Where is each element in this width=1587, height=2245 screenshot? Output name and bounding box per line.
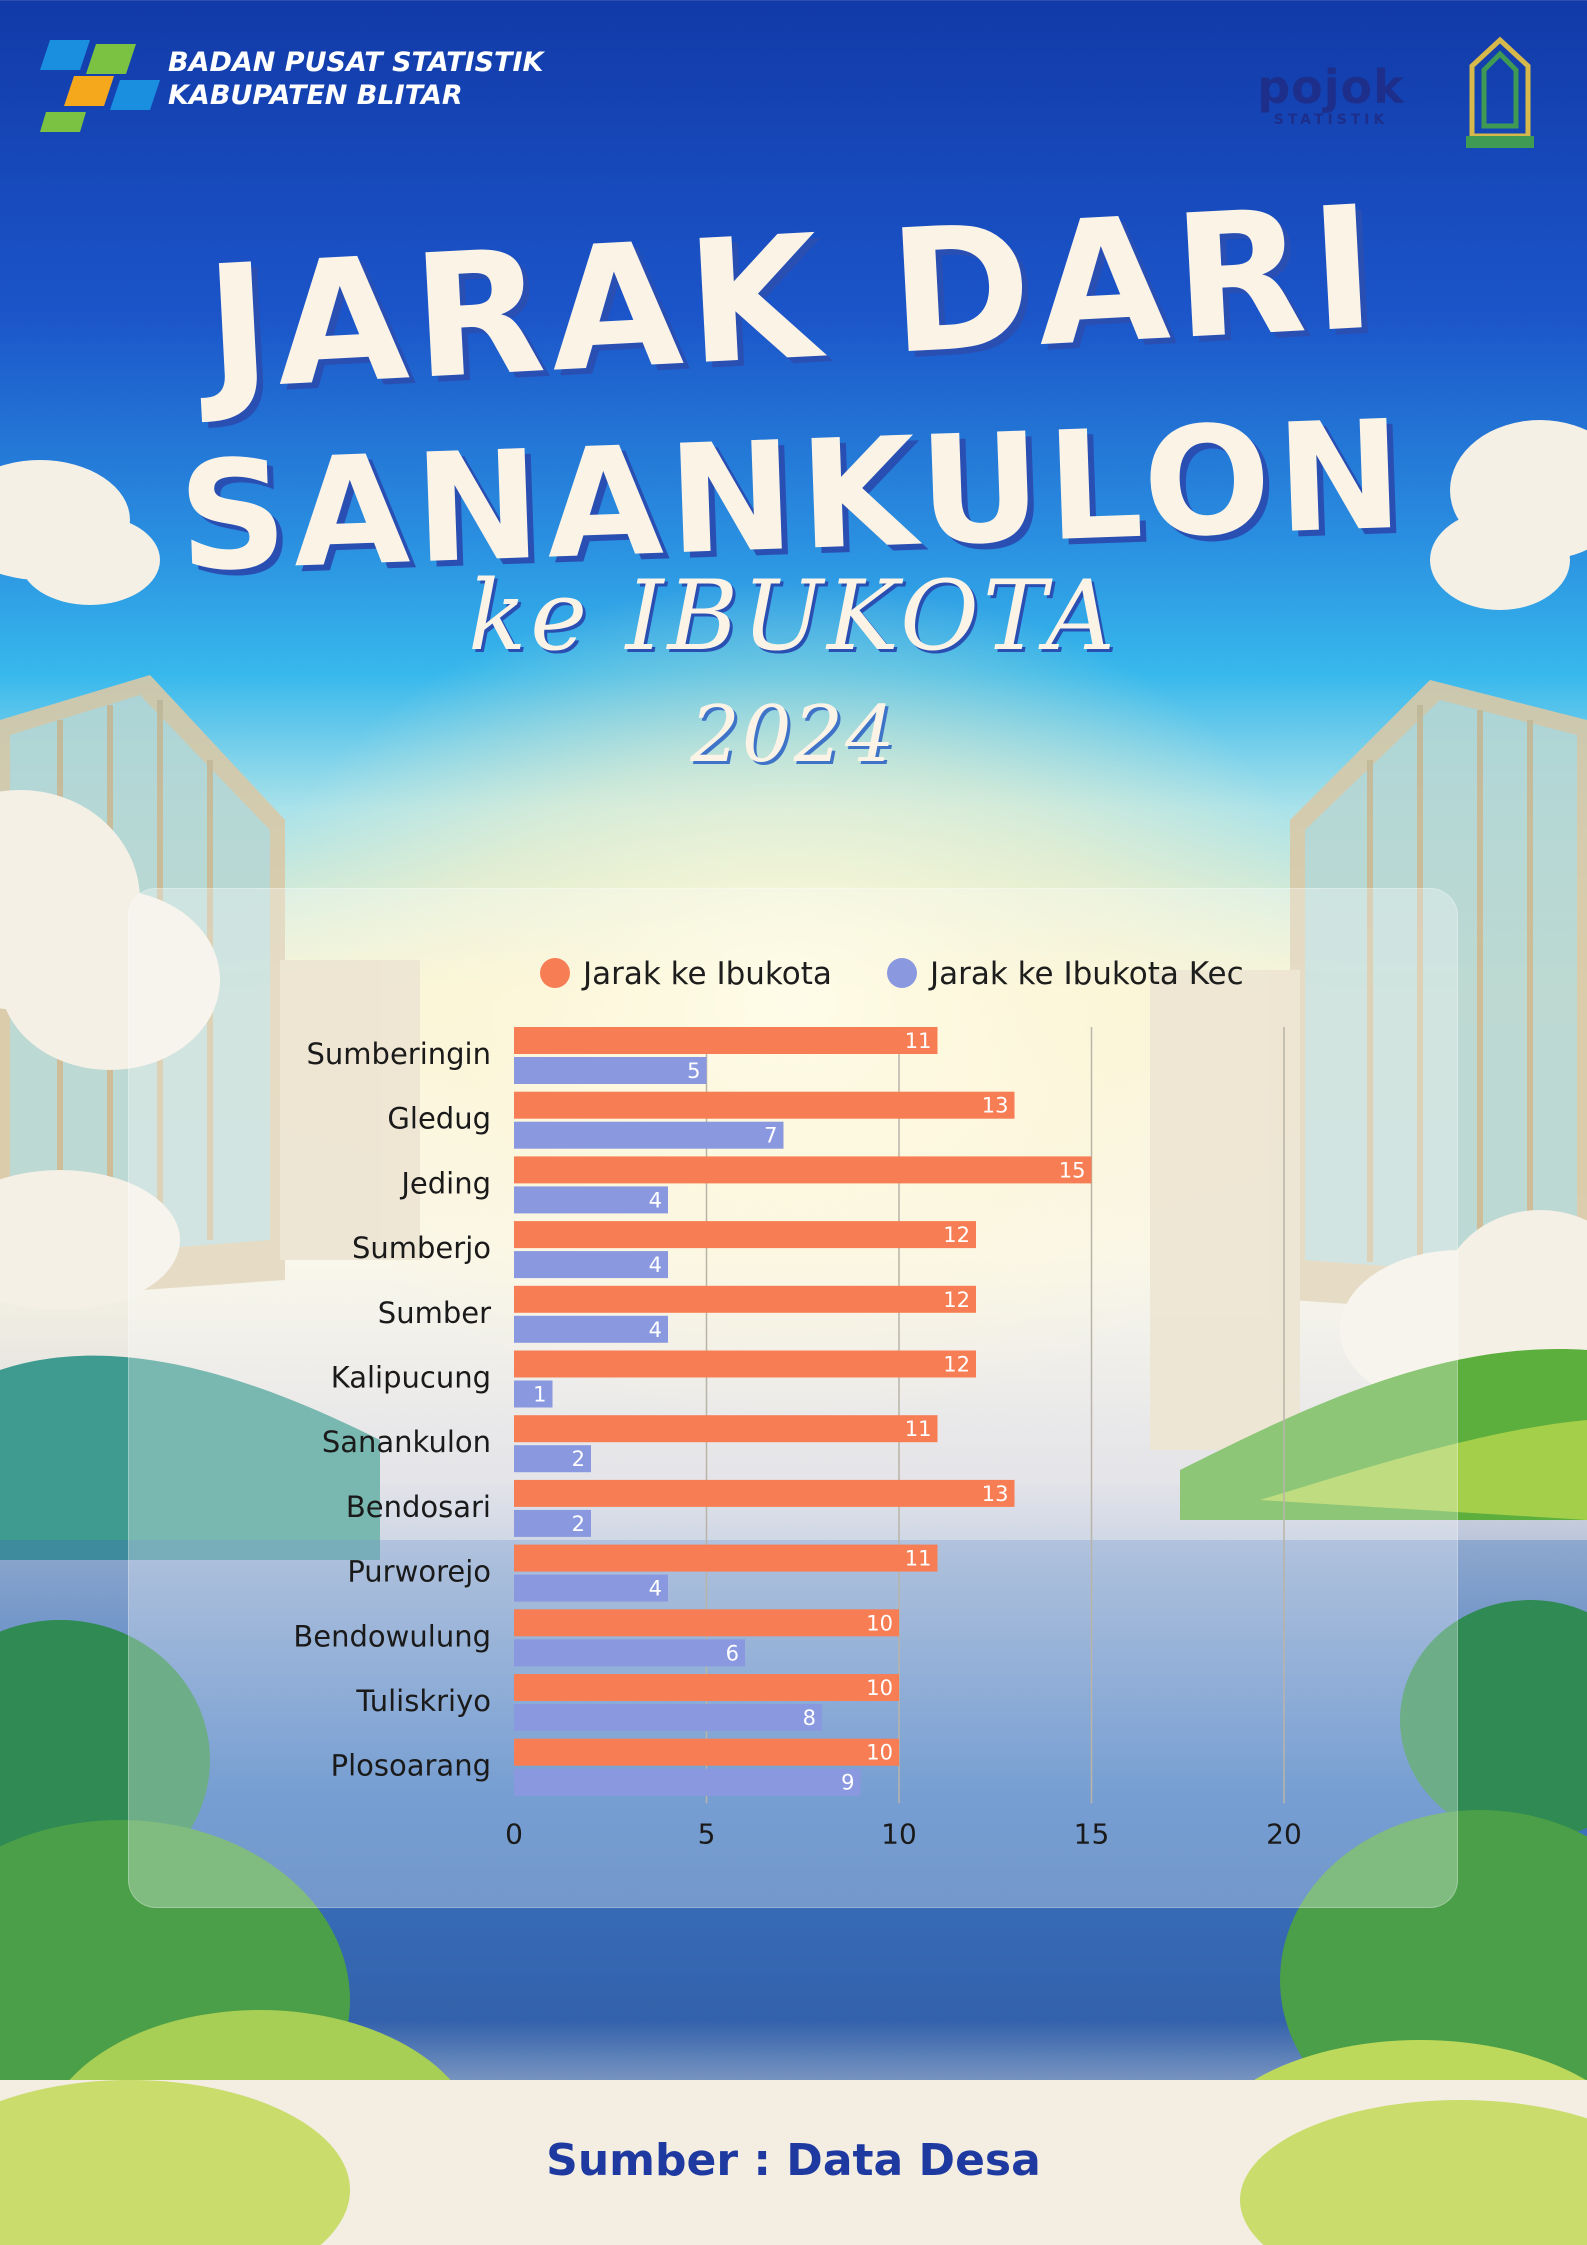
data-label: 15 (1059, 1158, 1086, 1182)
pojok-sub: STATISTIK (1273, 112, 1389, 128)
data-label: 13 (982, 1094, 1009, 1118)
legend-label-series-2: Jarak ke Ibukota Kec (928, 956, 1244, 992)
right-building (1150, 680, 1587, 1450)
category-label: Plosoarang (331, 1749, 491, 1783)
chart-panel (128, 888, 1458, 1908)
bar-series-1 (514, 1350, 976, 1378)
bar-series-2 (514, 1639, 745, 1667)
cloud-left (0, 460, 220, 1310)
category-label: Sumberingin (307, 1037, 492, 1071)
agency-line-2: KABUPATEN BLITAR (168, 80, 463, 111)
data-label: 6 (726, 1641, 739, 1665)
bar-series-2 (514, 1057, 707, 1084)
category-label: Tuliskriyo (355, 1684, 491, 1718)
legend-marker-series-1 (540, 958, 570, 988)
data-label: 4 (649, 1318, 662, 1342)
x-tick-label: 15 (1074, 1817, 1110, 1850)
category-label: Bendosari (346, 1490, 491, 1524)
bar-series-2 (514, 1768, 861, 1796)
bar-series-1 (514, 1415, 938, 1443)
data-label: 10 (866, 1676, 893, 1700)
data-label: 11 (905, 1547, 932, 1571)
data-label: 2 (572, 1512, 585, 1536)
data-label: 12 (943, 1288, 970, 1312)
bar-series-1 (514, 1609, 899, 1637)
category-labels: Sumberingin Gledug Jeding Sumberjo Sumber Kal… (293, 1037, 491, 1783)
pojok-word: pojok (1257, 60, 1405, 114)
bar-series-1 (514, 1091, 1015, 1119)
data-label: 10 (866, 1741, 893, 1765)
bar-series-2 (514, 1704, 822, 1731)
bar-series-2 (514, 1315, 668, 1343)
pojok-statistik-logo: pojok STATISTIK (1246, 62, 1416, 162)
bar-series-2 (514, 1380, 553, 1408)
header: BADAN PUSAT STATISTIK KABUPATEN BLITAR p… (32, 32, 1552, 152)
data-label: 4 (649, 1253, 662, 1277)
data-label: 9 (841, 1771, 854, 1795)
bps-logo-icon (40, 40, 160, 132)
source-note: Sumber : Data Desa (546, 2135, 1041, 2186)
x-tick-label: 10 (881, 1817, 917, 1850)
bar-series-2 (514, 1574, 668, 1602)
bar-series-1 (514, 1544, 938, 1572)
title-year: 2024 (690, 690, 897, 780)
data-label: 10 (866, 1611, 893, 1635)
data-label: 4 (649, 1188, 662, 1212)
hills (0, 1349, 1587, 1560)
data-label: 11 (905, 1417, 932, 1441)
bar-series-1 (514, 1156, 1092, 1184)
data-label: 4 (649, 1577, 662, 1601)
data-label: 12 (943, 1353, 970, 1377)
category-label: Bendowulung (293, 1619, 491, 1653)
bar-series-1 (514, 1027, 938, 1054)
x-tick-label: 0 (505, 1817, 523, 1850)
data-label: 13 (982, 1482, 1009, 1506)
data-label: 7 (764, 1124, 777, 1148)
bar-series-1 (514, 1479, 1015, 1507)
data-label: 8 (803, 1706, 816, 1730)
category-label: Gledug (387, 1102, 491, 1136)
data-label: 1 (533, 1383, 546, 1407)
data-label: 5 (687, 1059, 700, 1083)
legend-marker-series-2 (887, 958, 917, 988)
category-label: Sumberjo (352, 1231, 491, 1265)
category-label: Purworejo (347, 1555, 491, 1589)
bar-series-1 (514, 1738, 899, 1766)
bar-series-1 (514, 1285, 976, 1313)
title-line-3: ke IBUKOTA (468, 560, 1119, 672)
category-label: Kalipucung (331, 1361, 491, 1395)
category-label: Jeding (399, 1166, 491, 1200)
university-emblem-icon (1466, 36, 1534, 148)
bar-series-2 (514, 1509, 591, 1537)
bar-series-2 (514, 1121, 784, 1149)
category-label: Sanankulon (322, 1425, 491, 1459)
bar-series-1 (514, 1221, 976, 1249)
bar-series-1 (514, 1674, 899, 1701)
bar-series-2 (514, 1186, 668, 1214)
data-label: 2 (572, 1447, 585, 1471)
bar-series-2 (514, 1251, 668, 1279)
category-label: Sumber (378, 1296, 491, 1330)
x-tick-label: 5 (698, 1817, 716, 1850)
data-label: 11 (905, 1029, 932, 1053)
legend: Jarak ke Ibukota Jarak ke Ibukota Kec (540, 956, 1244, 992)
agency-name: BADAN PUSAT STATISTIK KABUPATEN BLITAR (168, 46, 543, 112)
legend-label-series-1: Jarak ke Ibukota (581, 956, 832, 992)
agency-line-1: BADAN PUSAT STATISTIK (168, 47, 544, 78)
bar-series-2 (514, 1445, 591, 1473)
x-axis-ticks: 0 5 10 15 20 (505, 1817, 1302, 1850)
x-tick-label: 20 (1266, 1817, 1302, 1850)
data-label: 12 (943, 1223, 970, 1247)
